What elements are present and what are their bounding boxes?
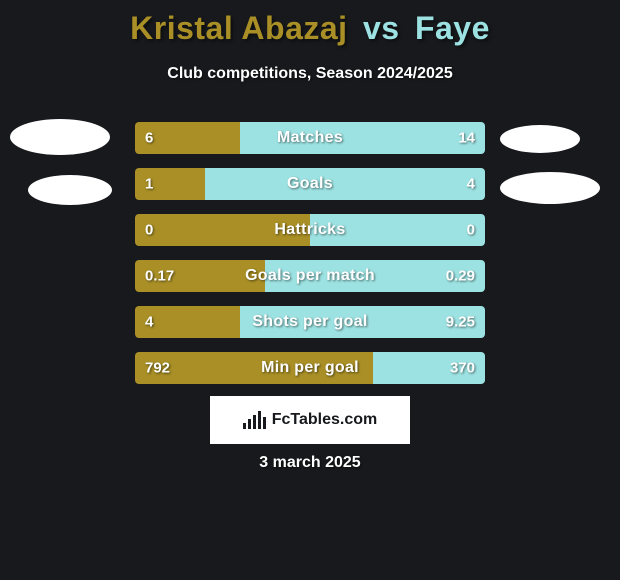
branding-badge: FcTables.com — [210, 396, 410, 444]
stat-label: Goals — [135, 175, 485, 193]
stat-label: Hattricks — [135, 221, 485, 239]
stat-label: Min per goal — [135, 359, 485, 377]
title-vs: vs — [357, 10, 406, 46]
stat-value-left: 792 — [145, 360, 170, 377]
stat-value-right: 4 — [467, 176, 475, 193]
stat-row: Goals1 4 — [135, 168, 485, 200]
stat-value-left: 4 — [145, 314, 153, 331]
stat-bars: Matches614Goals14Hattricks00Goals per ma… — [135, 122, 485, 398]
stat-value-left: 6 — [145, 130, 153, 147]
club-logo-ellipse — [10, 119, 110, 155]
page-title: Kristal Abazaj vs Faye — [0, 0, 620, 47]
stat-value-right: 0.29 — [446, 268, 475, 285]
chart-icon — [243, 411, 266, 429]
stat-value-right: 14 — [458, 130, 475, 147]
comparison-infographic: Kristal Abazaj vs Faye Club competitions… — [0, 0, 620, 580]
stat-label: Goals per match — [135, 267, 485, 285]
stat-row: Min per goal792 370 — [135, 352, 485, 384]
stat-value-right: 370 — [450, 360, 475, 377]
club-logo-ellipse — [500, 125, 580, 153]
date-label: 3 march 2025 — [0, 454, 620, 472]
stat-label: Matches — [135, 129, 485, 147]
stat-label: Shots per goal — [135, 313, 485, 331]
branding-text: FcTables.com — [272, 411, 378, 429]
stat-value-left: 0 — [145, 222, 153, 239]
stat-value-left: 1 — [145, 176, 153, 193]
club-logo-ellipse — [28, 175, 112, 205]
stat-value-right: 0 — [467, 222, 475, 239]
stat-row: Matches6 14 — [135, 122, 485, 154]
subtitle: Club competitions, Season 2024/2025 — [0, 65, 620, 83]
stat-row: Goals per match0.17 0.29 — [135, 260, 485, 292]
stat-row: Hattricks0 0 — [135, 214, 485, 246]
club-logo-ellipse — [500, 172, 600, 204]
stat-value-right: 9.25 — [446, 314, 475, 331]
player1-name: Kristal Abazaj — [130, 10, 347, 46]
player2-name: Faye — [415, 10, 490, 46]
stat-value-left: 0.17 — [145, 268, 174, 285]
stat-row: Shots per goal4 9.25 — [135, 306, 485, 338]
